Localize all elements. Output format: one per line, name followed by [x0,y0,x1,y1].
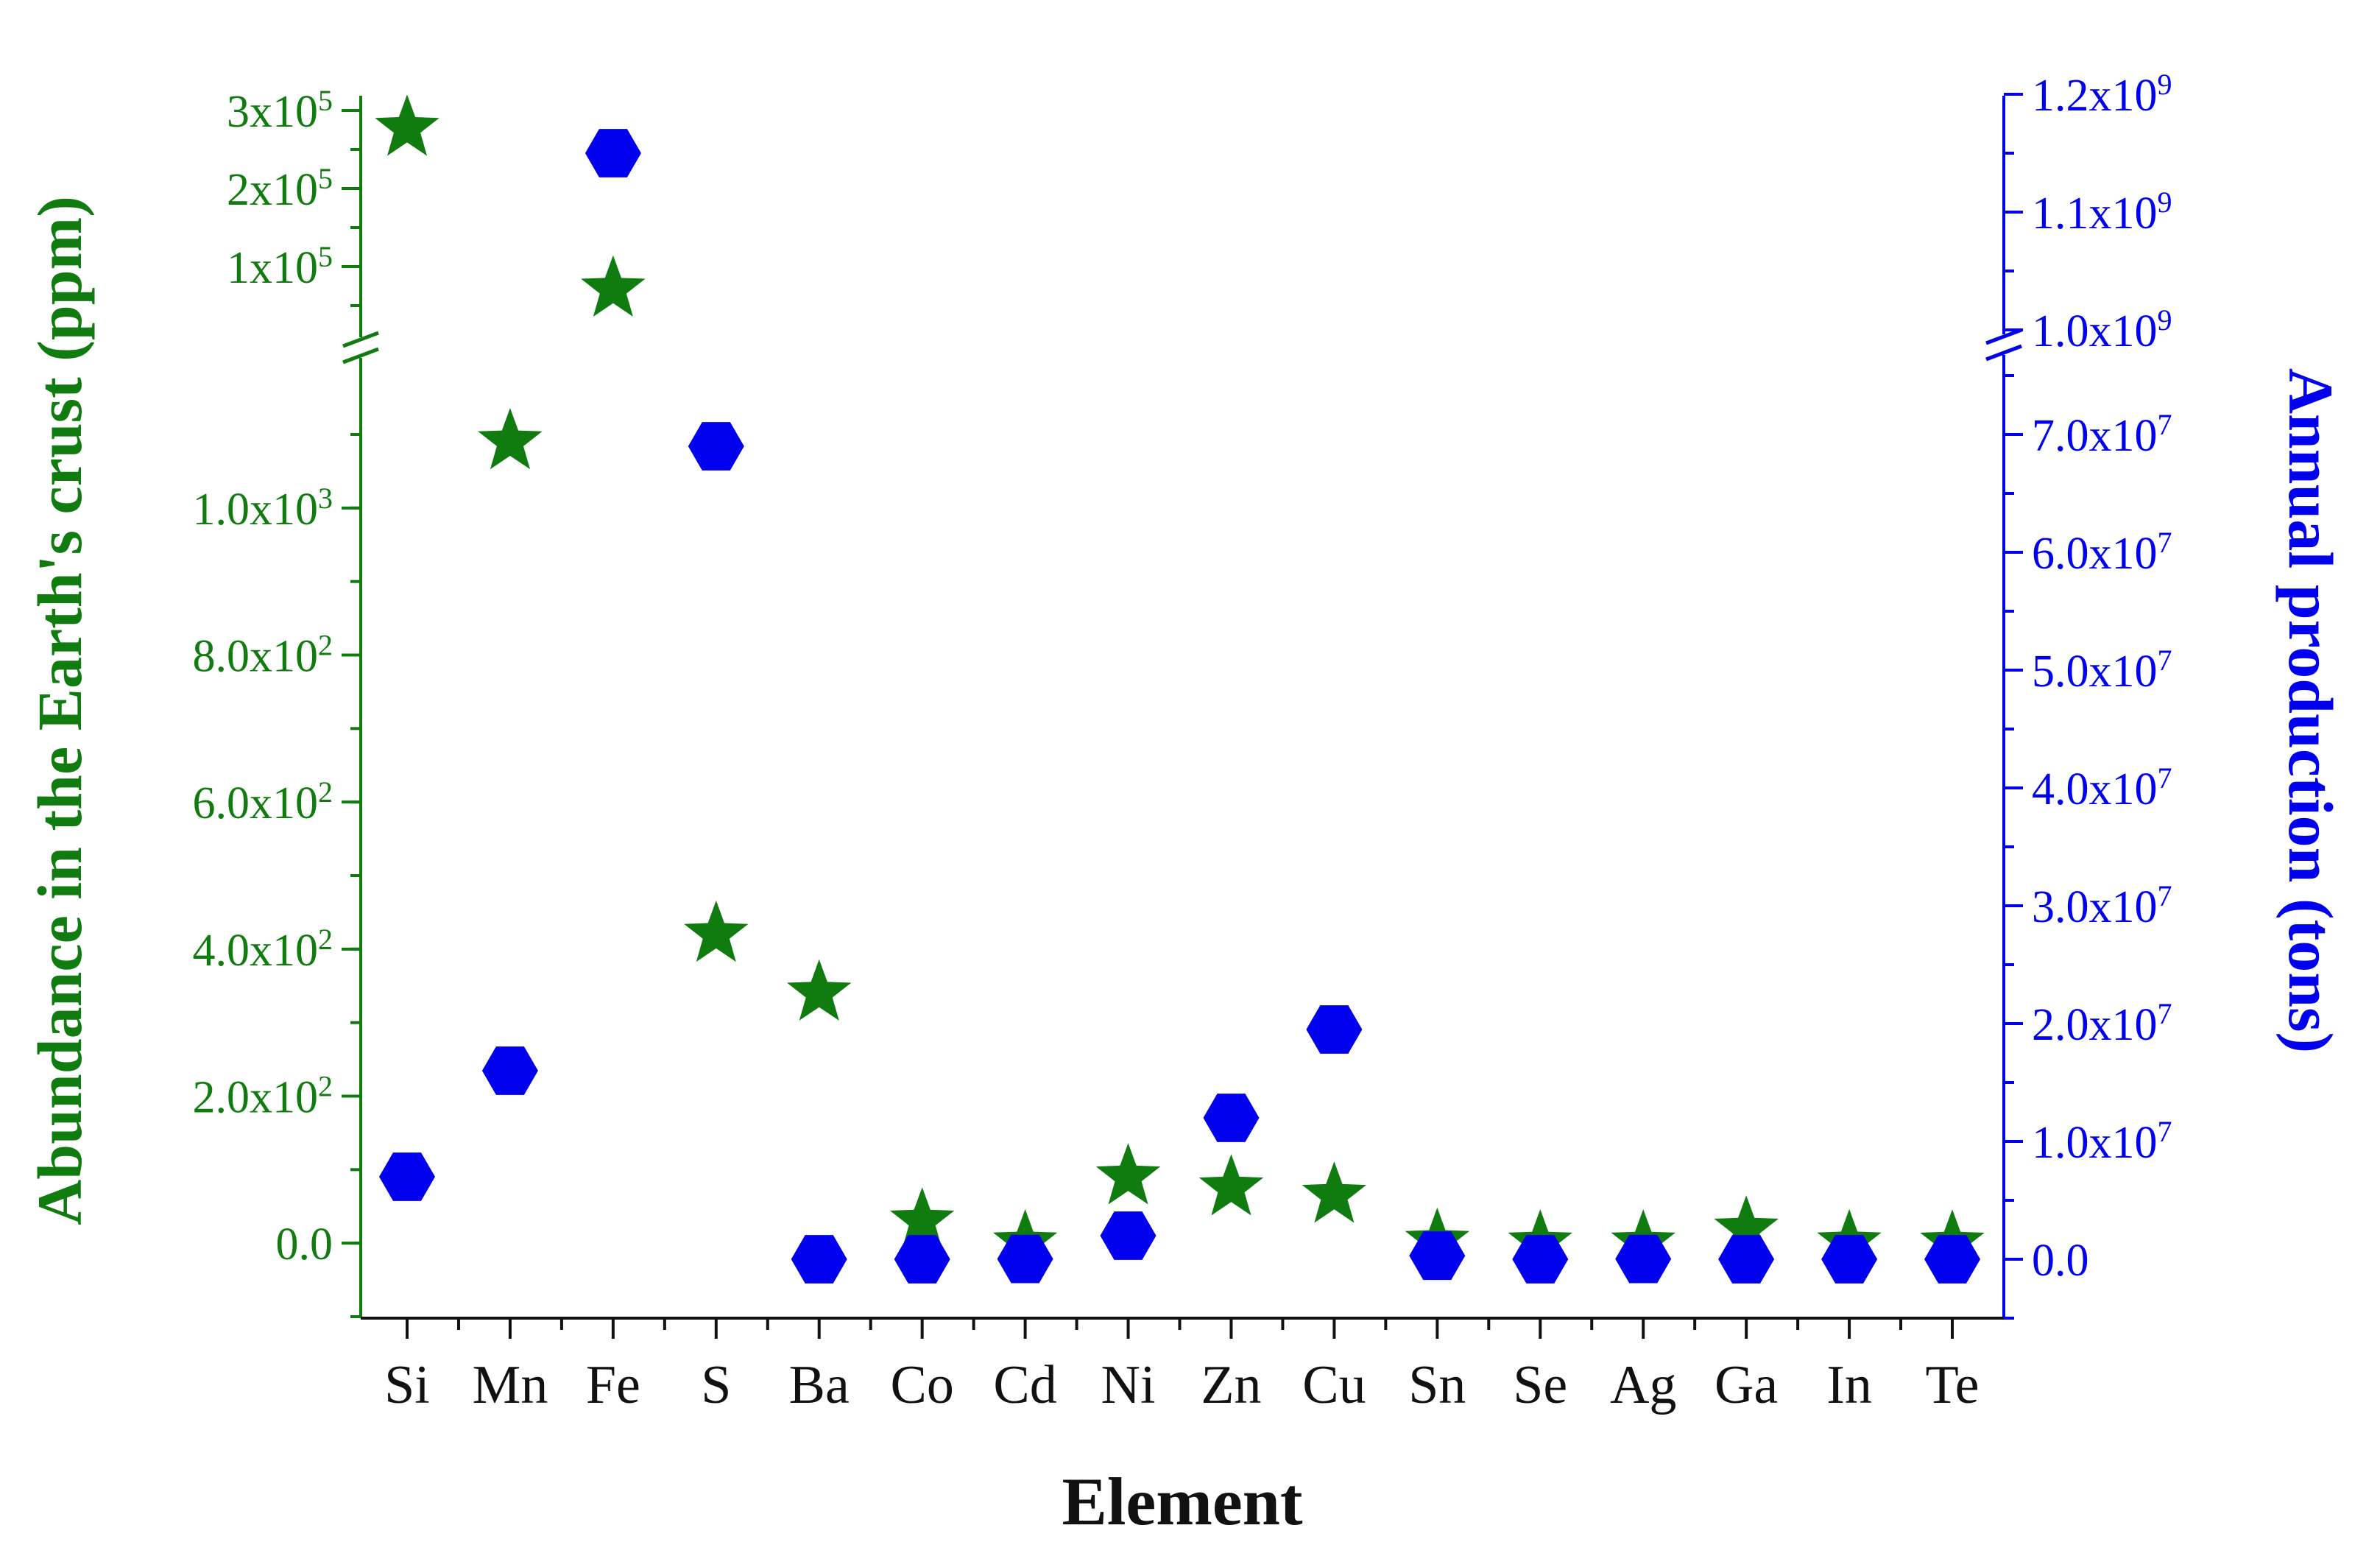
abundance-star-S [684,900,749,962]
x-axis-tick-label: Ni [1101,1355,1156,1415]
production-hexagon-Ga [1718,1235,1775,1284]
x-axis-tick-label: Co [890,1355,953,1415]
left-axis-tick-label: 1.0x103 [193,481,333,535]
x-axis-tick-label: Zn [1201,1355,1261,1415]
production-hexagon-Cu [1306,1005,1363,1054]
x-axis: Si Mn Fe S Ba Co Cd Ni Zn Cu Sn Se Ag Ga In Te [361,1317,2004,1415]
right-axis-tick-label: 4.0x107 [2032,761,2172,815]
y-axis-right-title: Annual production (tons) [2275,368,2346,1053]
production-hexagon-Fe [585,129,641,177]
x-axis-tick-label: In [1826,1355,1872,1415]
right-axis: 0.0 1.0x107 2.0x107 3.0x107 4.0x107 5.0x107 6.… [1985,68,2172,1320]
left-axis-tick-label: 3x105 [227,84,333,138]
production-hexagon-Te [1924,1235,1980,1284]
data-marks [375,94,1985,1284]
production-hexagon-Ni [1100,1211,1157,1260]
left-axis: 0.0 2.0x102 4.0x102 6.0x102 8.0x102 1.0x103 1x… [193,84,379,1318]
right-axis-tick-label: 2.0x107 [2032,997,2172,1051]
right-axis-tick-label: 1.0x109 [2032,303,2172,357]
x-axis-tick-label: Ga [1715,1355,1778,1415]
production-hexagon-Co [894,1235,950,1284]
right-axis-tick-label: 0.0 [2032,1236,2089,1286]
x-axis-tick-label: S [701,1355,731,1415]
abundance-star-Si [375,94,439,156]
left-axis-break-mark [342,347,379,365]
abundance-star-Zn [1198,1154,1264,1216]
left-axis-tick-label: 1x105 [227,240,333,294]
x-axis-title: Element [1062,1464,1302,1539]
x-axis-tick-label: Cu [1302,1355,1366,1415]
right-axis-break-mark [1985,328,2022,345]
right-axis-tick-label: 5.0x107 [2032,644,2172,697]
x-axis-tick-label: Cd [993,1355,1056,1415]
production-hexagon-In [1821,1235,1878,1284]
right-axis-tick-label: 1.2x109 [2032,68,2172,122]
x-axis-tick-label: Ag [1610,1355,1676,1415]
x-axis-tick-label: Te [1926,1355,1980,1415]
right-axis-break-mark [1985,344,2022,362]
production-hexagon-Si [379,1152,435,1201]
production-hexagon-Ag [1615,1234,1672,1284]
x-axis-tick-label: Sn [1408,1355,1466,1415]
production-hexagon-Zn [1203,1094,1260,1142]
right-axis-tick-label: 1.1x109 [2032,186,2172,239]
left-axis-tick-label: 6.0x102 [193,775,333,829]
x-axis-tick-label: Si [384,1355,430,1415]
production-hexagon-Sn [1409,1231,1466,1281]
right-axis-tick-label: 3.0x107 [2032,879,2172,933]
right-axis-tick-label: 1.0x107 [2032,1115,2172,1169]
x-axis-tick-label: Ba [789,1355,850,1415]
production-hexagon-Mn [481,1046,538,1095]
abundance-star-Co [889,1187,955,1249]
abundance-star-Ga [1714,1195,1779,1257]
left-axis-tick-label: 2.0x102 [193,1069,333,1123]
left-axis-tick-label: 8.0x102 [193,628,333,682]
y-axis-left-title: Abundance in the Earth's crust (ppm) [24,196,95,1225]
x-axis-tick-label: Fe [586,1355,640,1415]
abundance-star-Ba [787,959,852,1021]
production-hexagon-S [688,422,744,471]
production-hexagon-Ba [791,1235,847,1284]
abundance-star-Ni [1095,1143,1161,1205]
production-hexagon-Se [1512,1235,1569,1284]
abundance-star-Cu [1302,1161,1367,1223]
left-axis-tick-label: 0.0 [276,1219,333,1270]
right-axis-tick-label: 6.0x107 [2032,526,2172,580]
left-axis-tick-label: 4.0x102 [193,922,333,976]
x-axis-tick-label: Se [1513,1355,1567,1415]
right-axis-tick-label: 7.0x107 [2032,408,2172,462]
abundance-star-Mn [478,408,543,470]
left-axis-tick-label: 2x105 [227,162,333,216]
production-hexagon-Cd [997,1234,1053,1284]
abundance-star-Fe [581,255,646,317]
x-axis-tick-label: Mn [473,1355,548,1415]
left-axis-break-mark [342,331,379,348]
